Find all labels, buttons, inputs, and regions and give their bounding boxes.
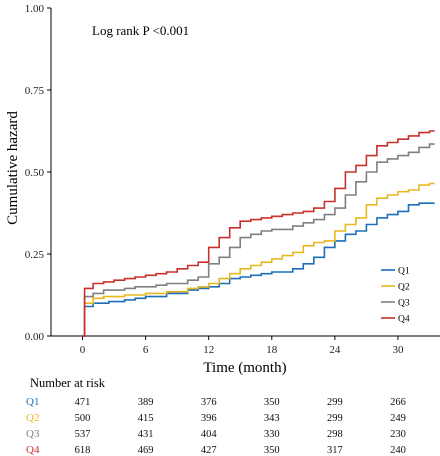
x-tick-label: 30 (392, 344, 404, 356)
risk-count: 299 (327, 397, 343, 408)
series-line-q4 (82, 130, 435, 337)
log-rank-annotation: Log rank P <0.001 (92, 23, 189, 38)
y-tick-label: 0.50 (25, 167, 45, 179)
risk-count: 427 (201, 445, 217, 456)
risk-count: 537 (75, 429, 91, 440)
legend-label-q3: Q3 (398, 299, 410, 309)
risk-count: 350 (264, 445, 280, 456)
y-tick-label: 0.25 (25, 249, 45, 261)
risk-count: 249 (390, 413, 406, 424)
x-tick-label: 6 (143, 344, 149, 356)
legend: Q1 Q2 Q3 Q4 (381, 267, 410, 325)
y-tick-label: 0.00 (25, 331, 45, 343)
series-line-q1 (82, 202, 435, 337)
x-tick-label: 0 (80, 344, 86, 356)
x-tick-label: 18 (266, 344, 278, 356)
risk-count: 350 (264, 397, 280, 408)
risk-count: 469 (138, 445, 154, 456)
legend-label-q1: Q1 (398, 267, 410, 277)
risk-count: 376 (201, 397, 217, 408)
risk-count: 431 (138, 429, 154, 440)
risk-count: 343 (264, 413, 280, 424)
risk-table: Q1 471 389 376 350 299 266 Q2 500 415 396 343 299 249… (26, 396, 406, 456)
risk-count: 471 (75, 397, 91, 408)
risk-count: 396 (201, 413, 217, 424)
risk-count: 266 (390, 397, 406, 408)
legend-label-q2: Q2 (398, 283, 410, 293)
series-lines (82, 130, 435, 337)
risk-count: 298 (327, 429, 343, 440)
x-axis-title: Time (month) (203, 360, 286, 376)
risk-count: 317 (327, 445, 343, 456)
y-axis-title: Cumulative hazard (5, 111, 21, 225)
risk-count: 330 (264, 429, 280, 440)
risk-count: 240 (390, 445, 406, 456)
x-tick-label: 24 (329, 344, 341, 356)
risk-row-label-q1: Q1 (26, 396, 39, 408)
series-line-q2 (82, 182, 435, 337)
legend-label-q4: Q4 (398, 315, 410, 325)
risk-count: 415 (138, 413, 154, 424)
x-tick-label: 12 (203, 344, 214, 356)
y-tick-label: 1.00 (25, 3, 45, 15)
risk-count: 230 (390, 429, 406, 440)
series-line-q3 (82, 143, 435, 337)
risk-count: 404 (201, 429, 218, 440)
risk-count: 500 (75, 413, 91, 424)
risk-row-label-q4: Q4 (26, 444, 40, 456)
plot-axes: 0.00 0.25 0.50 0.75 1.00 0 6 12 18 24 30 (25, 3, 440, 356)
risk-row-label-q3: Q3 (26, 428, 40, 440)
risk-count: 618 (75, 445, 91, 456)
risk-table-title: Number at risk (30, 376, 106, 390)
risk-row-label-q2: Q2 (26, 412, 39, 424)
risk-count: 299 (327, 413, 343, 424)
y-tick-label: 0.75 (25, 85, 45, 97)
risk-count: 389 (138, 397, 154, 408)
